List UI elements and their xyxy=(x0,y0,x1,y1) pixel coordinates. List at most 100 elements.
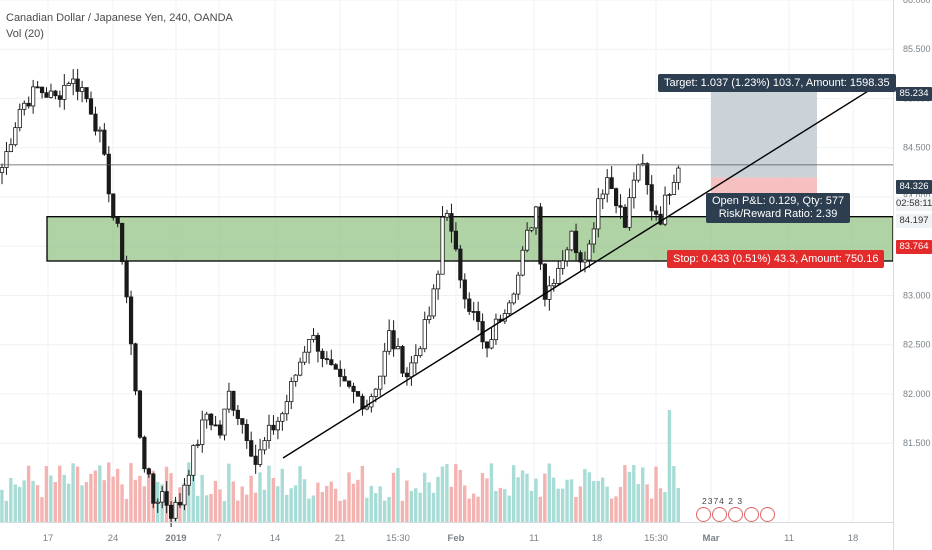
candle-body xyxy=(338,368,343,377)
candle-body xyxy=(17,108,22,129)
volume-bar xyxy=(658,488,663,522)
candle-body xyxy=(587,243,592,261)
time-tick-label: 18 xyxy=(848,533,859,544)
candle-body xyxy=(204,413,209,421)
candle-body xyxy=(249,440,254,457)
candle-body xyxy=(351,385,356,392)
candle-body xyxy=(44,92,49,98)
volume-bar xyxy=(654,466,658,522)
candle-body xyxy=(364,406,370,410)
volume-bar xyxy=(422,472,427,522)
time-tick-label: Feb xyxy=(448,533,465,544)
volume-bar xyxy=(618,486,623,522)
candle-body xyxy=(257,449,263,465)
volume-bar xyxy=(467,498,471,522)
volume-bar xyxy=(302,479,307,522)
candle-body xyxy=(151,473,156,504)
candle-body xyxy=(556,268,561,284)
volume-bar xyxy=(142,486,146,522)
candle-body xyxy=(400,346,405,374)
candle-body xyxy=(569,230,574,251)
candle-body xyxy=(516,274,521,295)
volume-bar xyxy=(556,488,560,522)
volume-bar xyxy=(485,478,489,522)
volume-bar xyxy=(600,477,605,522)
candle-body xyxy=(573,230,579,254)
volume-bar xyxy=(89,473,93,522)
volume-bar xyxy=(124,498,129,522)
volume-bar xyxy=(534,478,538,522)
volume-bar xyxy=(605,486,609,522)
entry-price-tag: 84.197 xyxy=(896,214,932,228)
candle-body xyxy=(614,188,619,207)
volume-bar xyxy=(138,475,142,522)
candle-body xyxy=(493,318,499,341)
volume-bar xyxy=(53,482,57,522)
volume-bar xyxy=(347,472,351,522)
candle-body xyxy=(649,184,654,212)
candle-body xyxy=(8,144,13,152)
time-tick-label: 17 xyxy=(43,533,54,544)
candle-body xyxy=(600,193,605,200)
trendline xyxy=(282,74,894,459)
candle-body xyxy=(111,193,116,219)
time-tick-label: 11 xyxy=(529,533,539,544)
time-axis[interactable]: 17 24 2019 7 14 21 15:30 Feb 11 18 15:30 Mar 11 18 xyxy=(0,522,893,545)
symbol-title[interactable]: Canadian Dollar / Japanese Yen, 240, OAN… xyxy=(6,12,233,24)
volume-bar xyxy=(62,474,66,522)
candle-body xyxy=(235,409,240,419)
candle-body xyxy=(444,213,450,218)
candle-body xyxy=(458,248,463,281)
volume-bar xyxy=(209,493,213,522)
price-tick-label: 81.500 xyxy=(903,438,931,448)
volume-bar xyxy=(436,476,440,522)
target-label[interactable]: Target: 1.037 (1.23%) 103.7, Amount: 159… xyxy=(658,74,896,92)
volume-bar xyxy=(391,472,396,522)
candle-body xyxy=(489,339,494,349)
volume-bar xyxy=(400,500,405,522)
volume-bar xyxy=(538,496,543,522)
candle-body xyxy=(578,252,583,263)
open-pnl-label[interactable]: Open P&L: 0.129, Qty: 577 Risk/Reward Ra… xyxy=(706,193,851,223)
candle-body xyxy=(618,205,623,208)
candle-body xyxy=(280,413,285,422)
volume-bar xyxy=(645,484,649,522)
volume-bar xyxy=(222,501,227,522)
volume-bar xyxy=(285,494,289,522)
time-tick-label: 15:30 xyxy=(644,533,668,544)
candle-body xyxy=(476,311,481,322)
price-axis[interactable]: 86.00085.50085.00084.50084.00083.50083.0… xyxy=(893,0,931,550)
stop-label[interactable]: Stop: 0.433 (0.51%) 43.3, Amount: 750.16 xyxy=(667,250,885,268)
candle-body xyxy=(627,197,632,228)
volume-bar xyxy=(529,490,534,522)
candle-body xyxy=(124,261,129,298)
volume-bar xyxy=(440,466,445,522)
volume-bar xyxy=(360,465,365,522)
candle-body xyxy=(160,491,165,503)
event-icon xyxy=(728,507,743,522)
volume-bar xyxy=(338,500,342,522)
volume-bar xyxy=(204,495,209,522)
volume-bar xyxy=(102,480,106,522)
candle-body xyxy=(596,198,601,230)
volume-bar xyxy=(396,467,400,522)
candle-body xyxy=(462,279,467,300)
candle-body xyxy=(231,390,236,411)
volume-bar xyxy=(13,484,17,522)
candle-body xyxy=(409,362,414,378)
economic-events[interactable]: 2374 2 3 xyxy=(702,496,743,506)
volume-bar xyxy=(672,466,676,522)
candle-body xyxy=(142,436,147,470)
candle-body xyxy=(173,501,178,519)
open-pnl-text: Open P&L: 0.129, Qty: 577 xyxy=(712,195,845,207)
volume-label[interactable]: Vol (20) xyxy=(6,28,44,40)
time-tick-label: 2019 xyxy=(165,533,186,544)
candle-body xyxy=(529,227,534,231)
dividend-icons[interactable] xyxy=(696,507,775,522)
volume-bar xyxy=(623,465,627,522)
volume-bar xyxy=(120,484,124,522)
drawn-lines[interactable] xyxy=(0,74,894,459)
candle-body xyxy=(115,217,120,224)
candle-body xyxy=(435,273,441,290)
